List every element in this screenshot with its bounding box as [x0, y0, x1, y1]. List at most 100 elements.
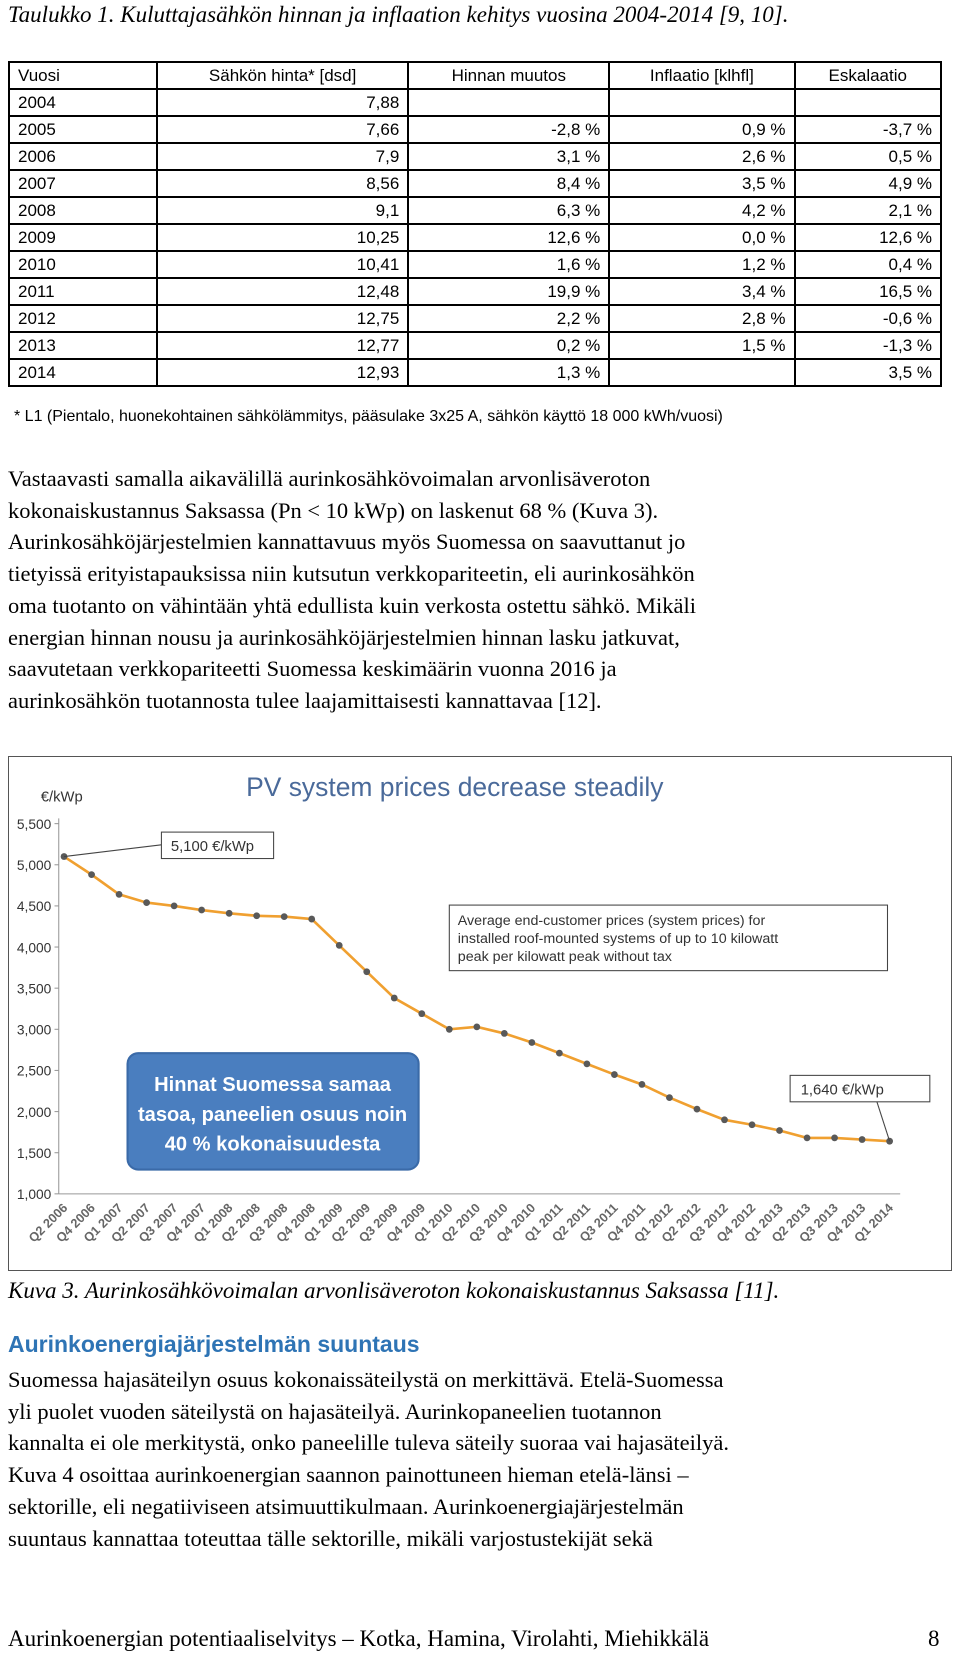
table-row: 2013 12,77 0,2 % 1,5 % -1,3 % [8, 331, 942, 360]
text-line: suuntaus kannattaa toteuttaa tälle sekto… [8, 1525, 653, 1551]
table-cell: 2006 [8, 142, 158, 171]
text-line: energian hinnan nousu ja aurinkosähköjär… [8, 624, 680, 650]
table-cell: 8,56 [155, 169, 410, 198]
data-point [335, 942, 343, 949]
y-tick-label: 2,000 [17, 1105, 52, 1120]
annotation-text: 1,640 €/kWp [801, 1082, 884, 1098]
table-cell: 4,9 % [793, 169, 942, 198]
y-tick-label: 3,500 [17, 981, 52, 996]
table-cell: 6,3 % [407, 196, 611, 225]
y-tick-label: 5,000 [17, 858, 52, 873]
table-cell: 10,41 [155, 250, 410, 279]
table-cell: 2005 [8, 115, 158, 144]
table-cell: 12,77 [155, 331, 410, 360]
data-point [363, 968, 371, 976]
table-cell: 2009 [8, 223, 158, 252]
y-tick-label: 4,000 [17, 940, 52, 955]
table-cell: 2011 [8, 277, 158, 306]
table-cell: -0,6 % [793, 304, 942, 333]
data-point [721, 1116, 728, 1124]
table-footnote: * L1 (Pientalo, huonekohtainen sähkölämm… [14, 408, 723, 425]
data-point [583, 1060, 591, 1068]
table-cell: 7,88 [155, 88, 410, 117]
callout-text: 40 % kokonaisuudesta [165, 1133, 381, 1155]
annotation-leader [876, 1101, 891, 1142]
table-cell: 1,5 % [608, 331, 796, 360]
data-point [198, 906, 206, 914]
y-tick-label: 2,500 [17, 1064, 52, 1079]
text-line: sektorille, eli negatiiviseen atsimuutti… [8, 1493, 684, 1519]
footer: Aurinkoenergian potentiaaliselvitys – Ko… [8, 1626, 710, 1651]
chart-background [9, 757, 951, 1270]
data-point [88, 871, 95, 879]
data-point [225, 909, 233, 917]
annotation-text: 5,100 €/kWp [171, 839, 254, 855]
y-tick-label: 3,000 [17, 1023, 52, 1038]
y-axis-label: €/kWp [41, 789, 83, 805]
header-cell: Sähkön hinta* [dsd] [155, 61, 410, 90]
annotation-box [160, 831, 275, 860]
table-cell: 0,5 % [793, 142, 942, 171]
table-row: 2010 10,41 1,6 % 1,2 % 0,4 % [8, 250, 942, 279]
table-cell: 2010 [8, 250, 158, 279]
table-cell: 0,0 % [608, 223, 796, 252]
table-cell: 0,2 % [407, 331, 611, 360]
table-cell: 2,8 % [608, 304, 796, 333]
data-point [803, 1134, 811, 1142]
table-cell [608, 358, 796, 387]
table-cell: 4,2 % [608, 196, 796, 225]
table-cell: 12,75 [155, 304, 410, 333]
data-point [776, 1127, 783, 1134]
text-line: tietyissä erityistapauksissa niin kutsut… [8, 561, 695, 587]
table-cell: 7,66 [155, 115, 410, 144]
table-cell: -1,3 % [793, 331, 942, 360]
data-point [886, 1137, 893, 1145]
text-line: Vastaavasti samalla aikavälillä aurinkos… [8, 466, 651, 491]
y-tick-label: 4,500 [17, 899, 52, 914]
table-row: 2014 12,93 1,3 % 3,5 % [8, 358, 942, 387]
text-line: kannalta ei ole merkitystä, onko paneeli… [8, 1430, 729, 1456]
table-cell: 16,5 % [793, 277, 942, 306]
figure-caption: Kuva 3. Aurinkosähkövoimalan arvonlisäve… [8, 1278, 780, 1303]
table-cell: 12,48 [155, 277, 410, 306]
table-row: 2012 12,75 2,2 % 2,8 % -0,6 % [8, 304, 942, 333]
data-point [693, 1105, 701, 1113]
table-row: 2008 9,1 6,3 % 4,2 % 2,1 % [8, 196, 942, 225]
table-cell: 12,93 [155, 358, 410, 387]
table-row: 2011 12,48 19,9 % 3,4 % 16,5 % [8, 277, 942, 306]
table-cell: 2008 [8, 196, 158, 225]
table-row: 2004 7,88 [8, 88, 942, 117]
table-cell: 3,4 % [608, 277, 796, 306]
chart-title: PV system prices decrease steadily [246, 772, 664, 802]
text-line: Suomessa hajasäteilyn osuus kokonaissäte… [8, 1367, 724, 1392]
table-cell: 1,6 % [407, 250, 611, 279]
table-cell: 2004 [8, 88, 158, 117]
text-line: oma tuotanto on vähintään yhtä edullista… [8, 592, 696, 618]
callout-box [126, 1052, 420, 1171]
data-point [308, 915, 316, 923]
annotation-leader [63, 844, 162, 858]
data-point [611, 1071, 618, 1078]
data-point [831, 1134, 838, 1142]
note-text: installed roof-mounted systems of up to … [458, 931, 778, 947]
table-cell: 2013 [8, 331, 158, 360]
callout-text: tasoa, paneelien osuus noin [138, 1104, 407, 1126]
table-cell: 2014 [8, 358, 158, 387]
table-cell: 10,25 [155, 223, 410, 252]
table-row: 2005 7,66 -2,8 % 0,9 % -3,7 % [8, 115, 942, 144]
table-cell: 3,1 % [407, 142, 611, 171]
table-cell: 2,6 % [608, 142, 796, 171]
header-cell: Eskalaatio [793, 61, 942, 90]
table-cell: 12,6 % [793, 223, 942, 252]
table-caption: Taulukko 1. Kuluttajasähkön hinnan ja in… [8, 2, 789, 27]
data-point [170, 902, 178, 910]
table-cell [407, 88, 611, 117]
data-point [500, 1030, 508, 1037]
table-cell: 3,5 % [608, 169, 796, 198]
data-point [418, 1010, 426, 1018]
data-point [115, 891, 123, 898]
data-point [253, 912, 261, 920]
y-tick-label: 1,500 [17, 1146, 52, 1161]
table-cell: 7,9 [155, 142, 410, 171]
table-row: 2006 7,9 3,1 % 2,6 % 0,5 % [8, 142, 942, 171]
